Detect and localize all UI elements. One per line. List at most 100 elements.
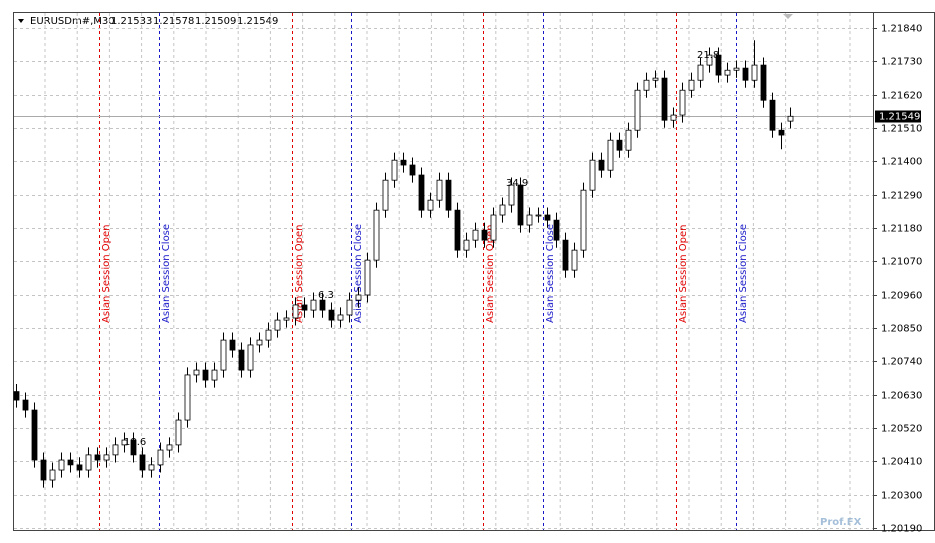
candle-body — [229, 339, 236, 351]
candle-body — [112, 444, 119, 456]
ohlc-value: 1.21533 — [111, 16, 152, 27]
candle-body — [94, 454, 101, 461]
candle-body — [418, 174, 425, 211]
candle-body — [247, 344, 254, 371]
candle-body — [589, 159, 596, 191]
candle-body — [634, 89, 641, 131]
candle-body — [508, 184, 515, 206]
candle-body — [733, 67, 740, 71]
y-tick-label: 1.20850 — [881, 324, 922, 335]
y-tick-label: 1.20190 — [881, 524, 922, 535]
session-label: Asian Session Close — [545, 224, 556, 323]
candle-body — [184, 374, 191, 421]
candle-body — [211, 369, 218, 381]
range-label: 21.8 — [697, 50, 719, 61]
candle-body — [274, 319, 281, 331]
candle-body — [121, 439, 128, 446]
candle-body — [373, 209, 380, 261]
candle-body — [706, 54, 713, 66]
candle-body — [616, 139, 623, 151]
candle-body — [400, 159, 407, 166]
candle-body — [436, 179, 443, 201]
candle-body — [67, 459, 74, 466]
candle-body — [580, 189, 587, 251]
candle-body — [238, 349, 245, 371]
session-label: Asian Session Close — [353, 224, 364, 323]
candle-body — [607, 139, 614, 171]
current-price-tag — [875, 110, 921, 123]
candle-body — [499, 204, 506, 216]
y-tick-label: 1.20960 — [881, 291, 922, 302]
candle-body — [139, 454, 146, 471]
candle-body — [157, 449, 164, 466]
y-tick-label: 1.21070 — [881, 257, 922, 268]
candle-body — [409, 164, 416, 176]
session-label: Asian Session Close — [738, 224, 749, 323]
candle-body — [301, 304, 308, 311]
y-tick-label: 1.20300 — [881, 491, 922, 502]
candle-body — [715, 54, 722, 76]
candle-body — [355, 294, 362, 301]
candle-body — [103, 454, 110, 461]
menu-arrow[interactable] — [18, 19, 24, 23]
y-tick-label: 1.21620 — [881, 91, 922, 102]
candle-body — [679, 89, 686, 116]
candle-body — [40, 459, 47, 481]
candle-body — [58, 459, 65, 471]
candle-body — [490, 214, 497, 241]
session-label: Asian Session Close — [161, 224, 172, 323]
candle-body — [427, 199, 434, 211]
candle-body — [652, 77, 659, 81]
candle-body — [328, 309, 335, 321]
current-price-label: 1.21549 — [879, 112, 920, 123]
candle-body — [319, 299, 326, 311]
candle-body — [463, 239, 470, 251]
candle-body — [49, 469, 56, 481]
session-label: Asian Session Open — [101, 224, 112, 323]
session-label: Asian Session Open — [485, 224, 496, 323]
candle-body — [31, 409, 38, 461]
candle-body — [526, 214, 533, 226]
ohlc-header: 1.21533 1.21578 1.21509 1.21549 — [111, 16, 278, 27]
ohlc-value: 1.21549 — [237, 16, 278, 27]
candle-body — [535, 214, 542, 217]
y-tick-label: 1.21290 — [881, 191, 922, 202]
y-tick-label: 1.21510 — [881, 124, 922, 135]
candle-body — [364, 259, 371, 296]
candle-body — [85, 454, 92, 471]
candle-body — [544, 214, 551, 221]
candle-body — [643, 79, 650, 91]
symbol-title: EURUSDm#,M30 — [30, 16, 115, 27]
candle-body — [13, 391, 20, 401]
range-label: 18.6 — [124, 437, 146, 448]
candle-body — [337, 314, 344, 321]
candle-body — [130, 439, 137, 456]
candle-body — [292, 304, 299, 319]
candle-body — [751, 64, 758, 81]
range-label: 34.9 — [506, 178, 528, 189]
candle-body — [598, 159, 605, 171]
candle-body — [742, 67, 749, 81]
candle-body — [769, 99, 776, 131]
candle-body — [778, 129, 785, 136]
candle-body — [553, 219, 560, 241]
y-tick-label: 1.20630 — [881, 391, 922, 402]
candle-body — [283, 317, 290, 321]
candle-body — [22, 399, 29, 411]
candle-body — [562, 239, 569, 271]
candle-body — [175, 419, 182, 446]
y-tick-label: 1.21180 — [881, 224, 922, 235]
candle-body — [472, 229, 479, 241]
candle-body — [760, 64, 767, 101]
candle-body — [220, 339, 227, 371]
session-label: Asian Session Open — [678, 224, 689, 323]
y-tick-label: 1.21400 — [881, 157, 922, 168]
candle-body — [517, 184, 524, 226]
candle-body — [382, 179, 389, 211]
candle-body — [454, 209, 461, 251]
candle-body — [661, 77, 668, 121]
range-label: 6.3 — [318, 290, 334, 301]
candle-body — [391, 159, 398, 181]
